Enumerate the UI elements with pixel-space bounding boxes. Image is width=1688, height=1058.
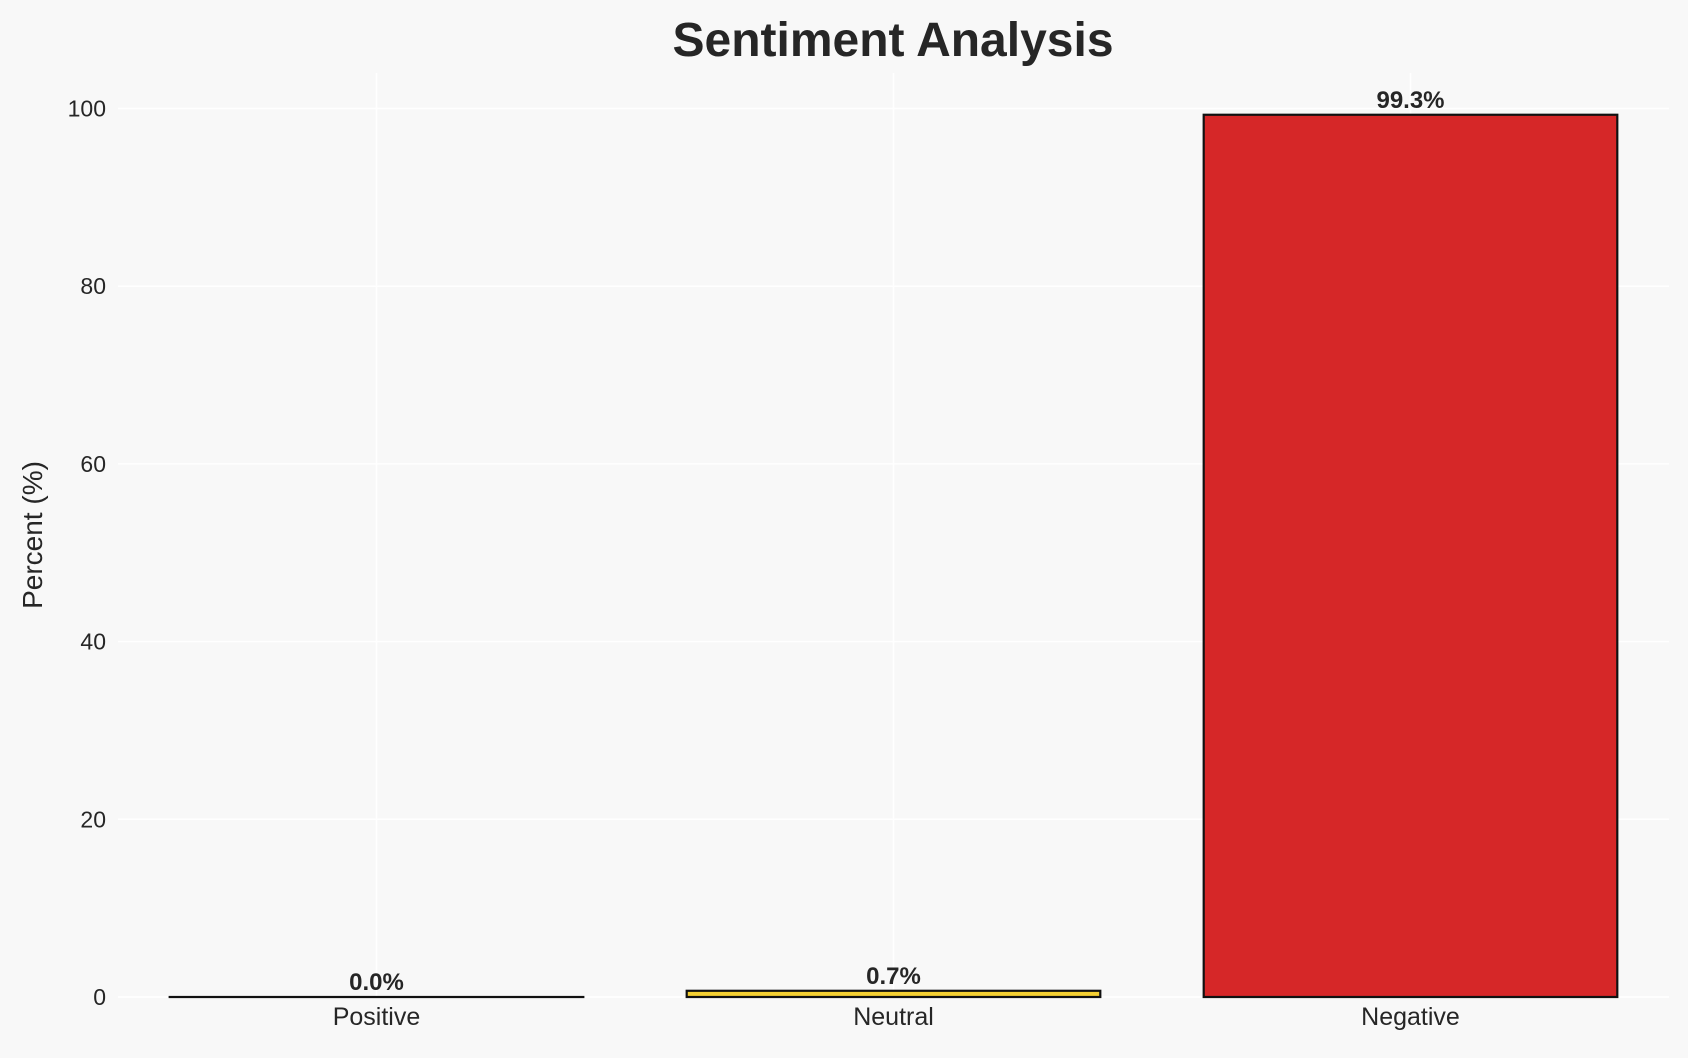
bar-neutral xyxy=(687,991,1101,997)
data-label: 0.0% xyxy=(349,969,404,996)
y-tick-label: 100 xyxy=(68,96,106,122)
y-axis-label: Percent (%) xyxy=(17,461,48,609)
x-tick-label: Negative xyxy=(1361,1003,1460,1031)
data-label: 0.7% xyxy=(866,963,921,990)
y-tick-label: 20 xyxy=(80,806,106,832)
bar-negative xyxy=(1204,115,1618,997)
chart-title: Sentiment Analysis xyxy=(672,14,1113,67)
y-tick-label: 60 xyxy=(80,451,106,477)
y-tick-label: 40 xyxy=(80,629,106,655)
x-tick-label: Neutral xyxy=(853,1003,934,1031)
y-ticks: 0 20 40 60 80 100 xyxy=(68,96,106,1010)
x-tick-label: Positive xyxy=(333,1003,421,1031)
y-tick-label: 0 xyxy=(93,984,106,1010)
data-label: 99.3% xyxy=(1376,87,1444,114)
x-ticks: Positive Neutral Negative xyxy=(333,1003,1460,1031)
y-tick-label: 80 xyxy=(80,273,106,299)
